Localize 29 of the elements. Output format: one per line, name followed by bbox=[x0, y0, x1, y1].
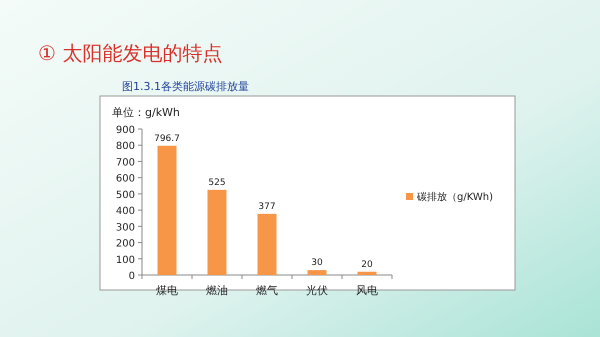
y-tick-label: 600 bbox=[116, 174, 135, 185]
data-label: 30 bbox=[311, 258, 323, 268]
bar bbox=[208, 190, 226, 275]
legend-label: 碳排放（g/KWh) bbox=[416, 191, 494, 203]
x-tick-label: 煤电 bbox=[156, 284, 178, 297]
x-tick-label: 光伏 bbox=[306, 284, 328, 297]
y-tick-label: 0 bbox=[128, 271, 135, 282]
x-tick-label: 燃油 bbox=[206, 284, 228, 297]
chart-title: ① 太阳能发电的特点 bbox=[38, 41, 222, 65]
y-tick-label: 500 bbox=[116, 190, 135, 201]
x-tick-label: 风电 bbox=[356, 284, 378, 297]
data-label: 20 bbox=[361, 260, 373, 270]
y-axis-title: 单位：g/kWh bbox=[112, 106, 180, 119]
y-tick-label: 400 bbox=[116, 206, 135, 218]
data-label: 796.7 bbox=[154, 134, 180, 144]
bar bbox=[258, 214, 276, 275]
y-tick-label: 300 bbox=[116, 222, 135, 234]
y-tick-label: 200 bbox=[116, 238, 135, 250]
y-tick-label: 100 bbox=[116, 254, 135, 266]
x-tick-label: 燃气 bbox=[256, 284, 278, 297]
chart-subtitle: 图1.3.1各类能源碳排放量 bbox=[122, 80, 249, 93]
bar bbox=[358, 272, 376, 275]
data-label: 377 bbox=[258, 202, 276, 212]
y-tick-label: 700 bbox=[116, 157, 135, 168]
bar bbox=[308, 270, 326, 275]
bar bbox=[158, 146, 176, 275]
y-tick-label: 900 bbox=[116, 125, 135, 136]
data-label: 525 bbox=[208, 178, 226, 188]
y-tick-label: 800 bbox=[116, 141, 135, 152]
